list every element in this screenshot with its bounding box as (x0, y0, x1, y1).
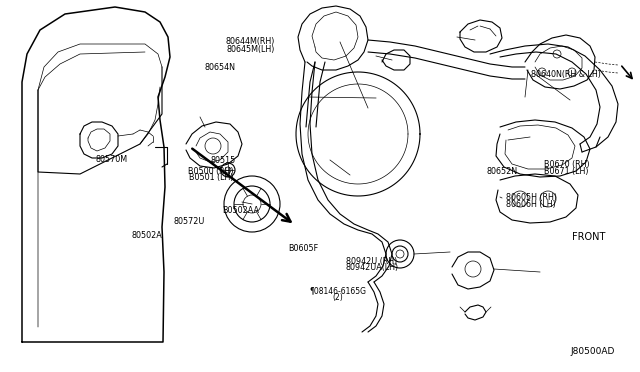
Text: B0501 (LH): B0501 (LH) (189, 173, 234, 182)
Text: 80605H (RH): 80605H (RH) (506, 193, 557, 202)
Text: B0605F: B0605F (288, 244, 318, 253)
Text: 80515: 80515 (211, 156, 236, 165)
Text: 80644M(RH): 80644M(RH) (226, 37, 275, 46)
Text: 80652N: 80652N (486, 167, 518, 176)
Text: FRONT: FRONT (572, 232, 605, 242)
Text: 80942UA(LH): 80942UA(LH) (346, 263, 399, 272)
Text: B0500 (RH): B0500 (RH) (188, 167, 234, 176)
Text: 80570M: 80570M (96, 155, 128, 164)
Text: 80606H (LH): 80606H (LH) (506, 200, 556, 209)
Text: 80654N: 80654N (205, 63, 236, 72)
Text: 80572U: 80572U (173, 217, 205, 226)
Text: 80502A: 80502A (132, 231, 163, 240)
Text: 80942U (RH): 80942U (RH) (346, 257, 397, 266)
Text: J80500AD: J80500AD (570, 347, 614, 356)
Text: 80645M(LH): 80645M(LH) (227, 45, 275, 54)
Text: ¶08146-6165G: ¶08146-6165G (309, 286, 367, 295)
Text: (2): (2) (333, 293, 343, 302)
Text: B0502AA: B0502AA (223, 206, 260, 215)
Text: B0670 (RH): B0670 (RH) (544, 160, 589, 169)
Text: 80640N(RH & LH): 80640N(RH & LH) (531, 70, 601, 79)
Text: B0671 (LH): B0671 (LH) (544, 167, 589, 176)
